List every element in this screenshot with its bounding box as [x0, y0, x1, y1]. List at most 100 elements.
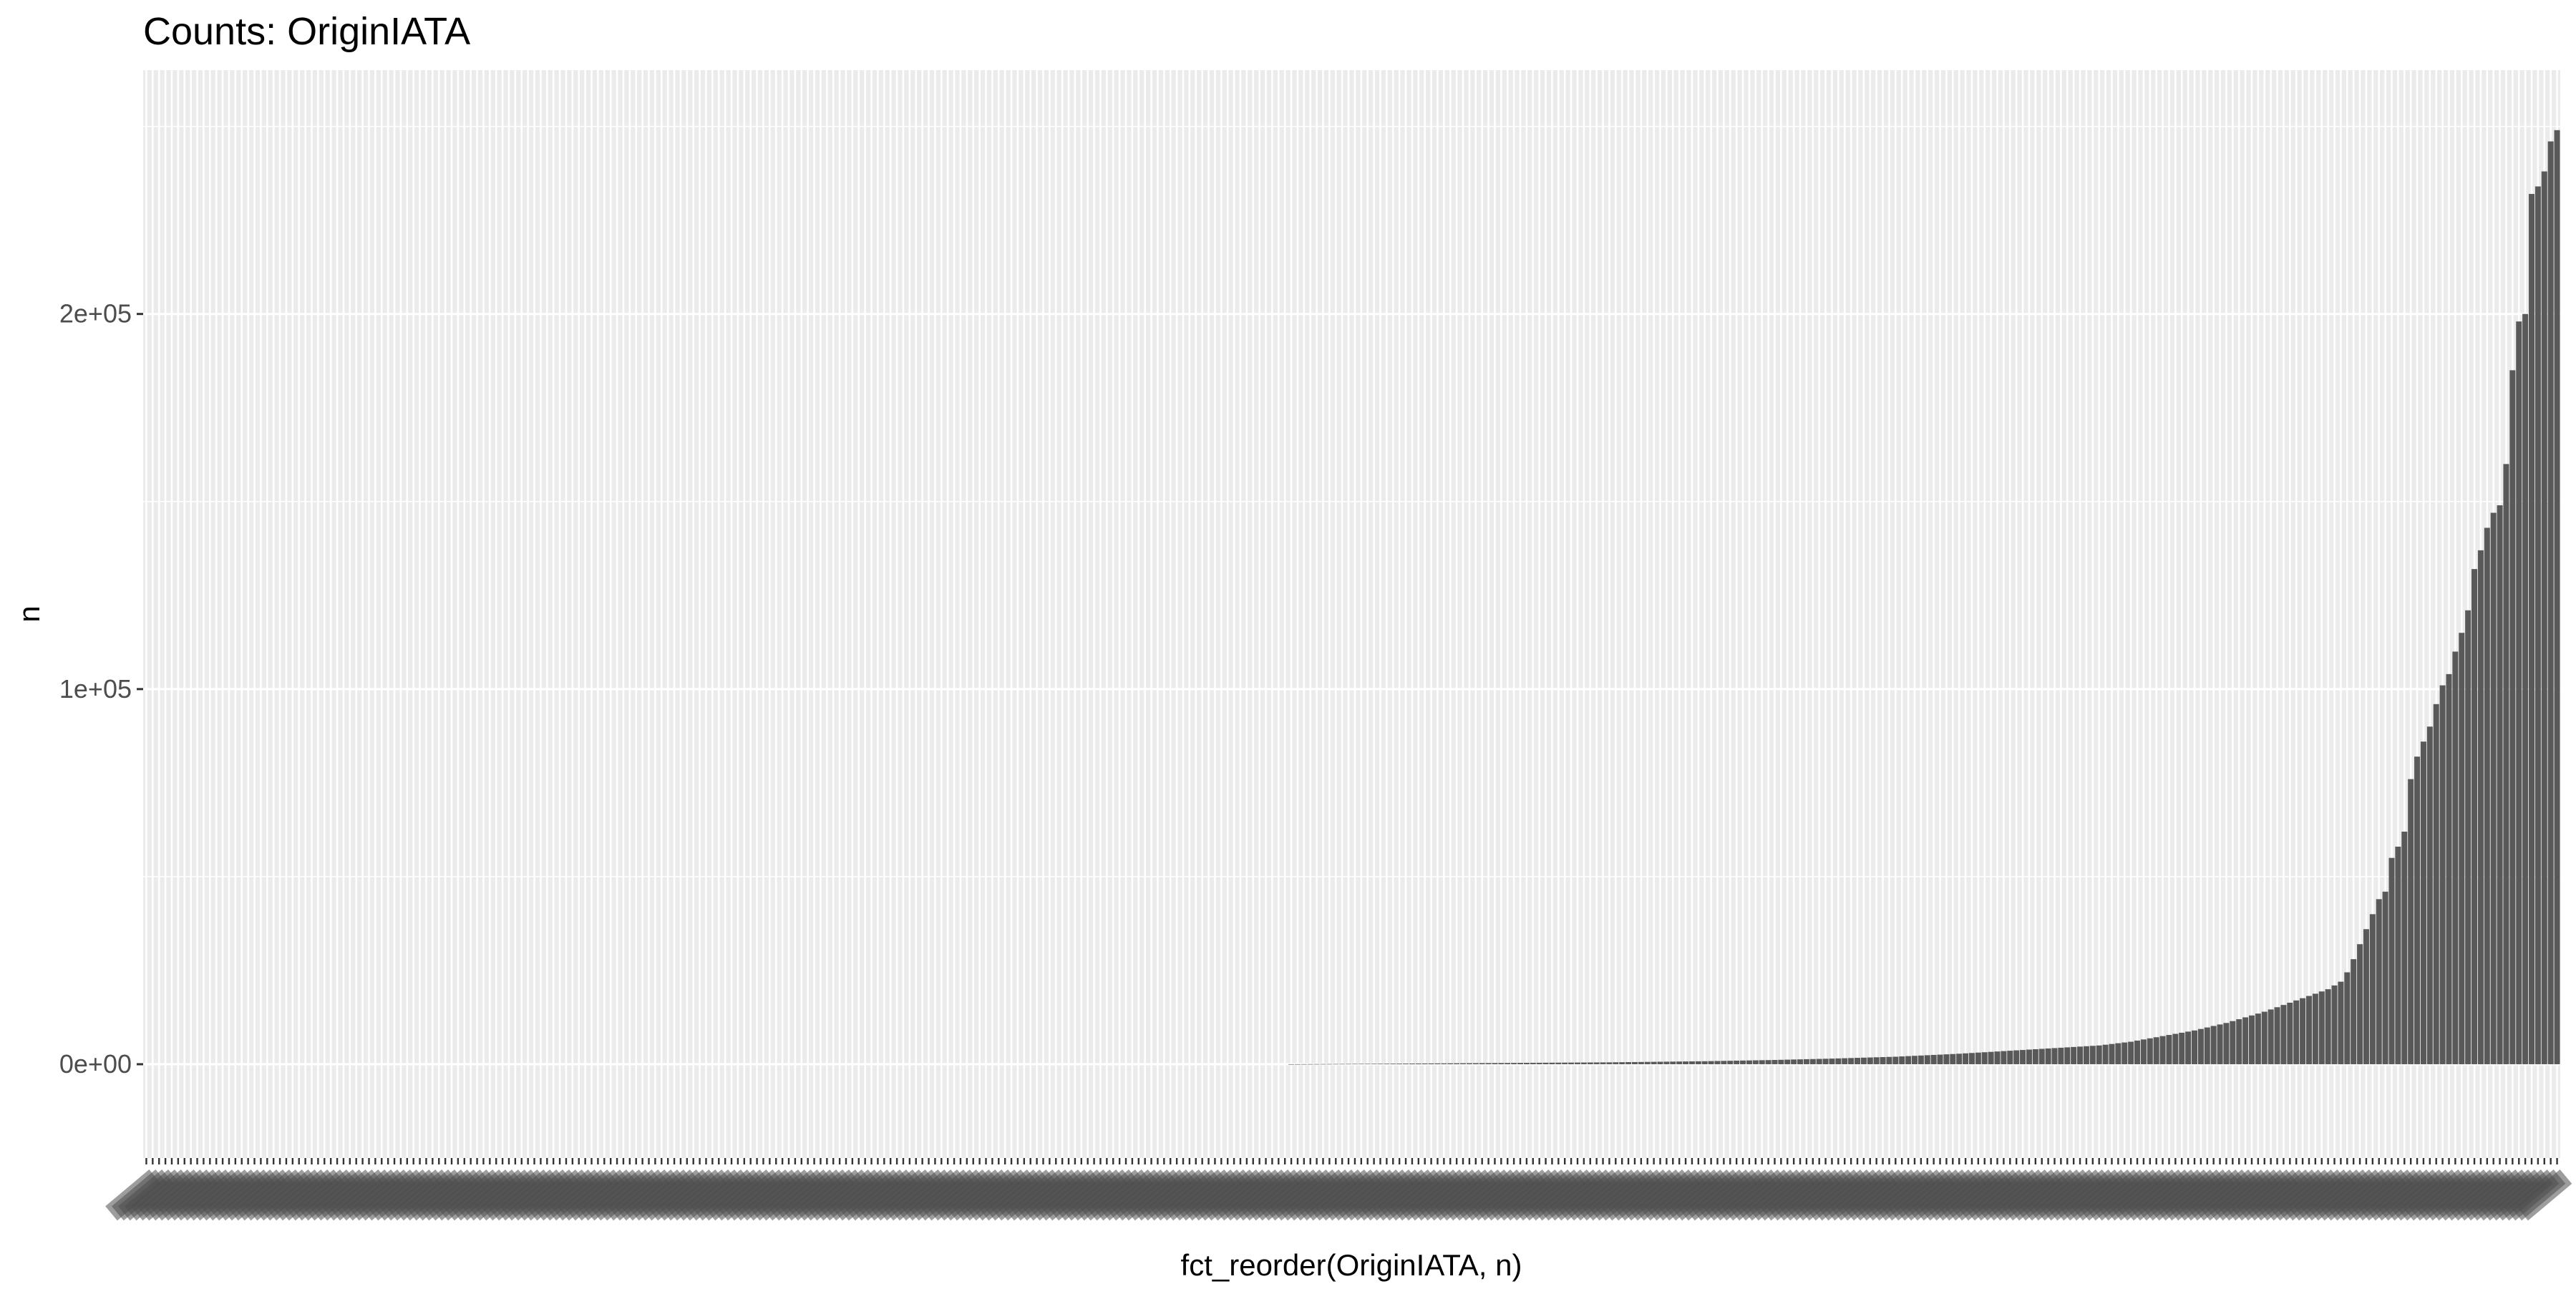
- bar: [2255, 1013, 2261, 1064]
- bar: [2013, 1050, 2020, 1064]
- bar: [2401, 832, 2408, 1064]
- bar: [1593, 1062, 1600, 1064]
- bar: [1911, 1056, 1918, 1064]
- bar: [1899, 1056, 1905, 1064]
- bar: [1892, 1056, 1899, 1064]
- bar: [2376, 899, 2382, 1064]
- bar: [1498, 1063, 1505, 1064]
- bar: [1574, 1062, 1580, 1064]
- bar: [2102, 1044, 2109, 1064]
- minor-gridlines: [143, 125, 2560, 877]
- bar: [1956, 1054, 1963, 1064]
- bar: [2058, 1047, 2064, 1064]
- bar: [1339, 1064, 1346, 1065]
- bar: [1759, 1060, 1765, 1064]
- bar: [1918, 1055, 1924, 1064]
- bar: [1333, 1064, 1339, 1065]
- bar: [1924, 1055, 1930, 1064]
- bar: [2032, 1049, 2038, 1064]
- bar: [2408, 779, 2414, 1064]
- bar: [2471, 569, 2478, 1064]
- bar: [2185, 1031, 2192, 1064]
- bar: [1860, 1057, 1867, 1064]
- bar: [2414, 756, 2421, 1064]
- bar: [1867, 1057, 1873, 1064]
- bar: [2026, 1049, 2032, 1064]
- bar: [2426, 726, 2433, 1064]
- bar: [2363, 929, 2369, 1064]
- bar: [1676, 1061, 1683, 1064]
- bar: [1466, 1063, 1472, 1064]
- bar: [1708, 1061, 1714, 1064]
- bar: [1511, 1063, 1517, 1064]
- bar: [2268, 1009, 2274, 1064]
- bar: [2134, 1040, 2141, 1064]
- bar: [1721, 1061, 1727, 1064]
- axis-ticks: [137, 313, 2558, 1164]
- bar: [2147, 1038, 2153, 1064]
- bar: [2217, 1024, 2223, 1064]
- bar: [1803, 1059, 1809, 1064]
- bar: [1670, 1061, 1676, 1064]
- bar: [1600, 1062, 1606, 1064]
- bar: [2318, 991, 2325, 1064]
- bar: [1771, 1059, 1778, 1064]
- bar: [2477, 550, 2484, 1064]
- bar: [1530, 1062, 1536, 1064]
- bar: [2300, 998, 2306, 1064]
- bar: [2388, 857, 2395, 1064]
- major-gridlines: [143, 70, 2560, 1158]
- bar: [2338, 981, 2344, 1064]
- bar: [2529, 193, 2535, 1064]
- bar: [1968, 1053, 1975, 1064]
- bar: [1638, 1061, 1644, 1064]
- bar: [1580, 1062, 1587, 1064]
- bar: [2204, 1027, 2210, 1064]
- bar: [2109, 1043, 2115, 1064]
- bar: [2516, 321, 2522, 1064]
- bar: [2509, 370, 2516, 1064]
- bar: [2230, 1021, 2236, 1064]
- bar: [1663, 1061, 1670, 1064]
- bar: [1536, 1062, 1542, 1064]
- bar: [2446, 673, 2452, 1064]
- bar: [2541, 171, 2547, 1064]
- x-axis-title: fct_reorder(OriginIATA, n): [1181, 1248, 1522, 1282]
- bar: [2465, 610, 2471, 1064]
- bar: [1320, 1064, 1326, 1065]
- bar: [1644, 1061, 1651, 1064]
- bar: [1880, 1057, 1886, 1064]
- bar: [2293, 1000, 2300, 1064]
- bar: [2522, 313, 2529, 1064]
- bar: [2096, 1045, 2102, 1064]
- bar: [1542, 1062, 1549, 1064]
- x-tick-label-mark: [2516, 1169, 2572, 1221]
- bar: [2064, 1047, 2071, 1064]
- bar: [1740, 1060, 1746, 1064]
- bars: [1288, 130, 2560, 1065]
- bar: [2071, 1046, 2077, 1064]
- bar: [2197, 1028, 2204, 1064]
- bar: [2242, 1017, 2249, 1064]
- bar: [2503, 464, 2509, 1064]
- bar: [1505, 1063, 1511, 1064]
- bar: [1288, 1064, 1295, 1065]
- bar: [2382, 891, 2388, 1064]
- bar: [2077, 1046, 2084, 1064]
- y-tick-label: 2e+05: [59, 299, 132, 329]
- bar: [1778, 1059, 1784, 1064]
- bar: [1485, 1063, 1492, 1064]
- bar: [2547, 141, 2554, 1064]
- bar: [2001, 1051, 2007, 1064]
- bar: [2248, 1015, 2255, 1064]
- bar: [2038, 1049, 2045, 1064]
- bar: [2331, 985, 2338, 1064]
- bar: [2261, 1011, 2268, 1064]
- bar: [1963, 1053, 1969, 1064]
- bar: [2007, 1051, 2013, 1064]
- bar: [1930, 1054, 1937, 1064]
- bar: [1294, 1064, 1301, 1065]
- bar: [2121, 1042, 2128, 1064]
- bar: [1683, 1061, 1689, 1064]
